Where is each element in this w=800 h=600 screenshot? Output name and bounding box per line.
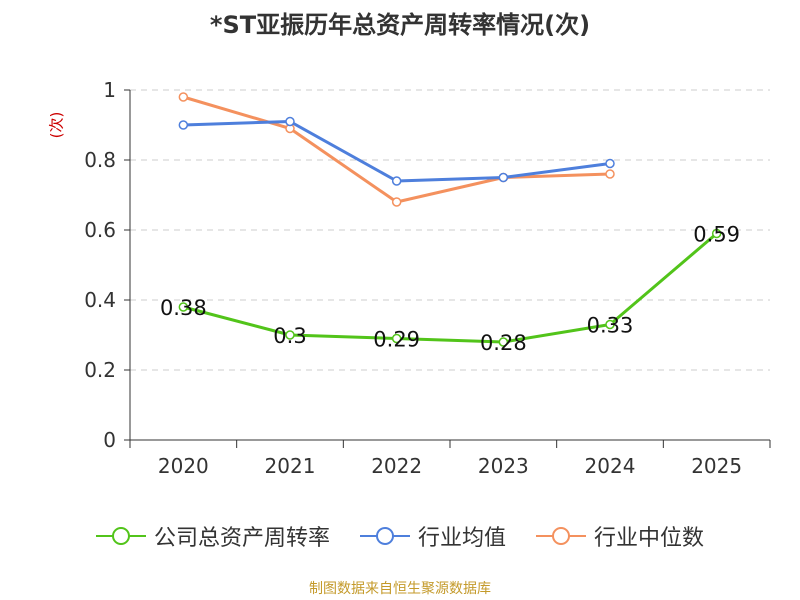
data-point	[391, 333, 402, 344]
data-point	[178, 302, 189, 312]
legend-item-industry-median[interactable]: 行业中位数	[536, 520, 704, 552]
data-point	[391, 176, 402, 186]
data-point	[178, 92, 189, 102]
y-tick-label: 0.4	[84, 288, 116, 312]
data-point	[178, 120, 189, 130]
legend-line-circle-icon	[536, 527, 586, 545]
chart-title: *ST亚振历年总资产周转率情况(次)	[209, 11, 591, 39]
series-line	[182, 232, 718, 344]
data-point	[391, 197, 402, 207]
data-label: 0.3	[273, 324, 306, 348]
legend-line-circle-icon	[95, 527, 146, 545]
x-tick-label: 2023	[478, 454, 529, 478]
series-line	[183, 120, 611, 183]
data-point	[498, 172, 509, 183]
data-label: 0.29	[373, 328, 420, 352]
y-tick-label: 1	[103, 78, 116, 102]
legend-line-circle-icon	[359, 527, 410, 545]
legend-item-industry-mean[interactable]: 行业均值	[359, 520, 506, 552]
x-tick-label: 2021	[265, 454, 316, 478]
legend: 公司总资产周转率 行业均值 行业中位数	[0, 520, 800, 552]
x-tick-label: 2020	[158, 454, 209, 478]
y-tick-label: 0.6	[84, 218, 116, 242]
data-point	[605, 319, 615, 330]
data-label: 0.33	[587, 314, 634, 338]
source-footer: 制图数据来自恒生聚源数据库	[309, 581, 491, 597]
x-tick-label: 2022	[371, 454, 422, 478]
legend-label: 行业均值	[417, 526, 506, 551]
data-point	[711, 228, 722, 239]
data-point	[498, 337, 509, 347]
data-label: 0.28	[480, 331, 527, 355]
x-tick-label: 2025	[691, 454, 742, 478]
data-point	[605, 158, 615, 169]
x-tick-label: 2024	[585, 454, 636, 478]
y-tick-label: 0	[103, 428, 116, 452]
data-point	[605, 169, 615, 179]
data-point	[285, 116, 295, 127]
y-tick-label: 0.2	[84, 358, 116, 382]
data-label: 0.38	[160, 296, 207, 320]
data-point	[285, 330, 295, 340]
legend-label: 行业中位数	[594, 526, 705, 551]
legend-label: 公司总资产周转率	[153, 526, 330, 551]
legend-item-company[interactable]: 公司总资产周转率	[95, 520, 330, 552]
data-label: 0.59	[693, 223, 740, 247]
y-tick-label: 0.8	[84, 148, 116, 172]
series-line	[182, 95, 611, 204]
